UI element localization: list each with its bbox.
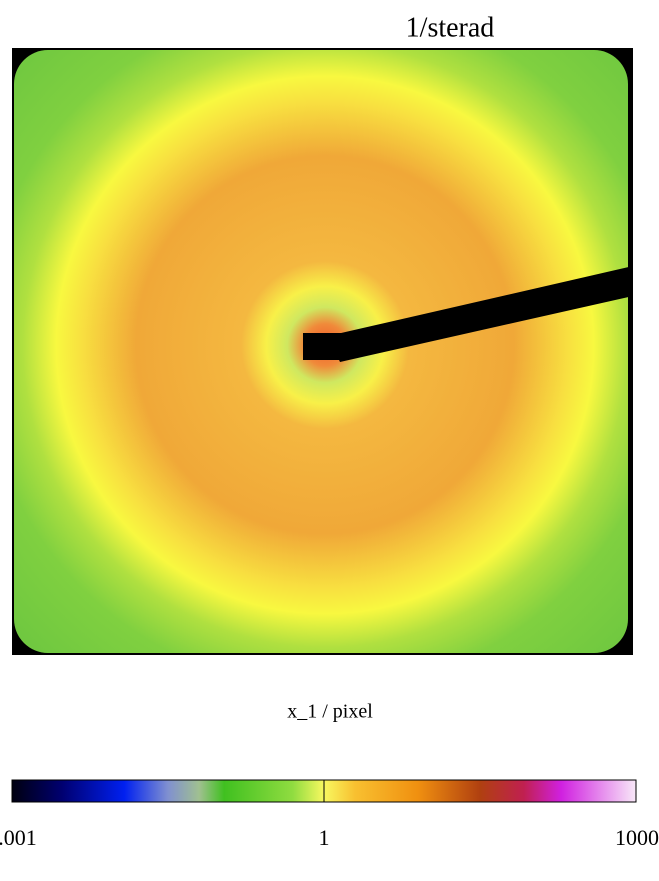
beamstop-arm	[328, 266, 633, 362]
colorbar-tick-label: 0.001	[0, 825, 37, 850]
title: 1/sterad	[406, 12, 495, 43]
colorbar-tick-label: 1000	[615, 825, 659, 850]
colorbar-tick-label: 1	[319, 825, 330, 850]
x-axis-label: x_1 / pixel	[287, 701, 373, 723]
beamstop	[303, 333, 347, 360]
